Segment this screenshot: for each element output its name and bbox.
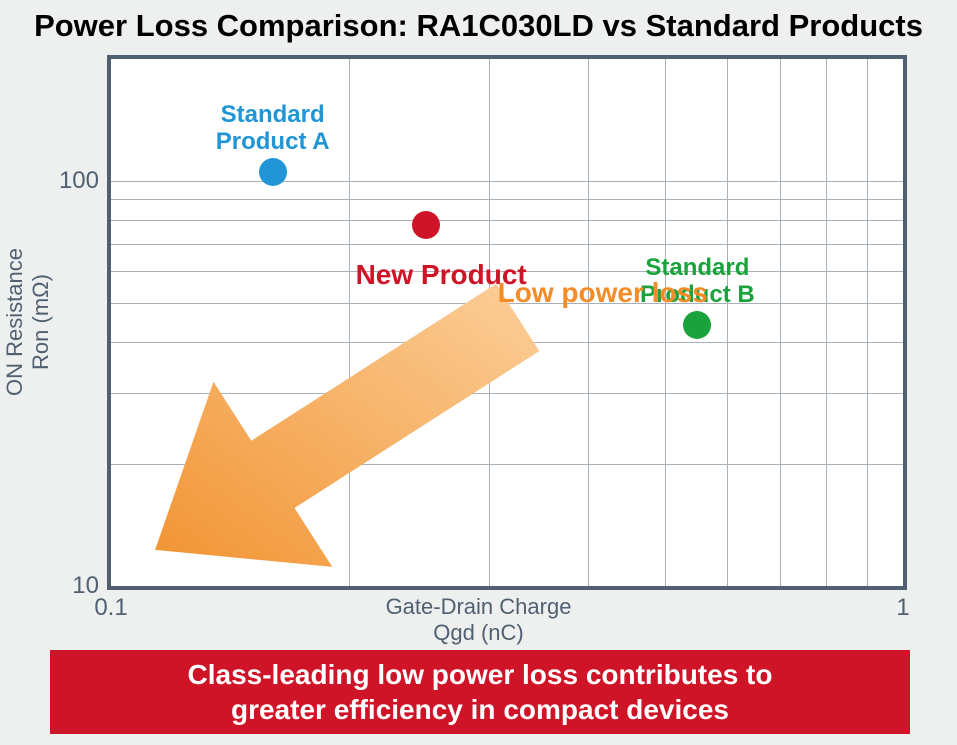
gridline-v — [727, 59, 728, 586]
data-point-new-product — [412, 211, 440, 239]
x-tick-label: 0.1 — [94, 594, 127, 622]
gridline-h — [111, 220, 903, 221]
gridline-v — [489, 59, 490, 586]
x-tick-label: 1 — [896, 594, 909, 622]
gridline-v — [665, 59, 666, 586]
gridline-v — [588, 59, 589, 586]
banner: Class-leading low power loss contributes… — [50, 650, 910, 734]
plot-area: StandardProduct ANew ProductStandardProd… — [107, 55, 907, 590]
gridline-v — [867, 59, 868, 586]
gridline-h-major — [111, 181, 903, 183]
y-tick-label: 100 — [59, 167, 99, 195]
banner-line1: Class-leading low power loss contributes… — [188, 659, 773, 690]
data-point-product-b — [683, 311, 711, 339]
y-axis-label: ON ResistanceRon (mΩ) — [2, 172, 54, 472]
gridline-h — [111, 393, 903, 394]
gridline-h — [111, 464, 903, 465]
data-point-label-product-a: StandardProduct A — [173, 102, 373, 155]
banner-line2: greater efficiency in compact devices — [231, 694, 729, 725]
gridline-h — [111, 199, 903, 200]
data-point-product-a — [259, 158, 287, 186]
chart-title: Power Loss Comparison: RA1C030LD vs Stan… — [0, 8, 957, 44]
low-power-loss-label: Low power loss — [498, 277, 708, 309]
gridline-h — [111, 342, 903, 343]
gridline-h — [111, 244, 903, 245]
x-axis-label: Gate-Drain ChargeQgd (nC) — [0, 594, 957, 647]
gridline-v — [826, 59, 827, 586]
gridline-v — [780, 59, 781, 586]
